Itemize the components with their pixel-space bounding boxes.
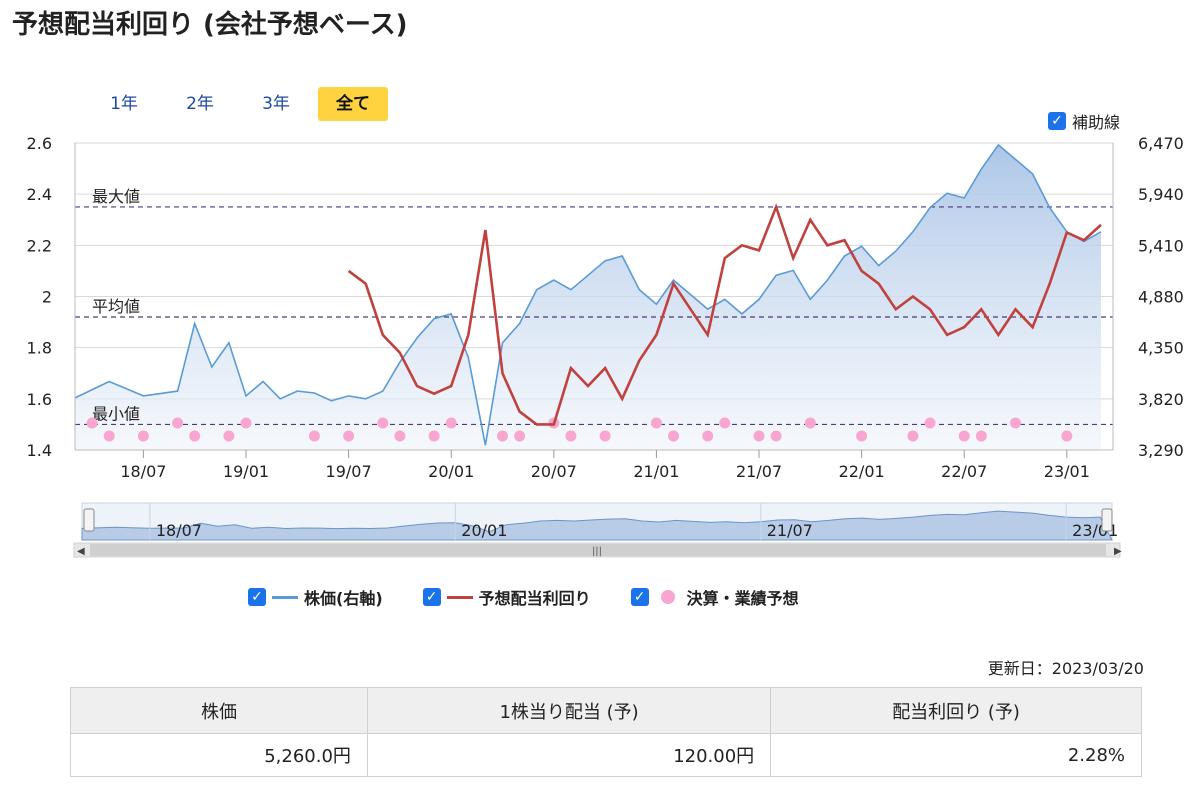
event-dot [189, 431, 200, 442]
event-dot [514, 431, 525, 442]
checkbox-icon[interactable]: ✓ [423, 588, 441, 606]
y-left-tick-label: 1.6 [27, 390, 52, 409]
legend-line-swatch [447, 596, 473, 599]
price-area [75, 145, 1101, 450]
reference-line-label: 平均値 [92, 297, 140, 316]
event-dot [651, 418, 662, 429]
y-right-tick-label: 4,880 [1138, 288, 1184, 307]
event-dot [172, 418, 183, 429]
legend-label: 決算・業績予想 [687, 585, 799, 609]
scroll-grip-icon: ||| [592, 546, 602, 557]
event-dot [754, 431, 765, 442]
checkbox-icon[interactable]: ✓ [248, 588, 266, 606]
y-right-tick-label: 4,350 [1138, 339, 1184, 358]
y-left-tick-label: 2.6 [27, 134, 52, 153]
reference-line-label: 最小値 [92, 404, 140, 423]
y-right-tick-label: 5,410 [1138, 236, 1184, 255]
legend-line-swatch [272, 596, 298, 599]
event-dot [702, 431, 713, 442]
y-right-tick-label: 5,940 [1138, 185, 1184, 204]
y-left-tick-label: 1.8 [27, 339, 52, 358]
navigator-tick-label: 21/07 [767, 521, 813, 540]
event-dot [565, 431, 576, 442]
event-dot [668, 431, 679, 442]
x-tick-label: 20/01 [428, 462, 474, 481]
event-dot [925, 418, 936, 429]
event-dot [377, 418, 388, 429]
x-tick-label: 19/01 [223, 462, 269, 481]
value-yield: 2.28% [771, 734, 1142, 777]
header-dividend: 1株当り配当 (予) [367, 688, 770, 734]
x-tick-label: 19/07 [326, 462, 372, 481]
event-dot [241, 418, 252, 429]
checkbox-icon[interactable]: ✓ [631, 588, 649, 606]
event-dot [87, 418, 98, 429]
table-row: 5,260.0円 120.00円 2.28% [71, 734, 1142, 777]
legend-item-events[interactable]: ✓ 決算・業績予想 [631, 585, 799, 609]
x-tick-label: 22/01 [839, 462, 885, 481]
chart-legend: ✓ 株価(右軸) ✓ 予想配当利回り ✓ 決算・業績予想 [248, 585, 799, 609]
event-dot [104, 431, 115, 442]
legend-item-yield[interactable]: ✓ 予想配当利回り [423, 585, 591, 609]
y-right-tick-label: 3,290 [1138, 441, 1184, 460]
legend-dot-swatch [661, 590, 675, 604]
x-tick-label: 22/07 [941, 462, 987, 481]
legend-label: 株価(右軸) [304, 585, 383, 609]
x-tick-label: 21/07 [736, 462, 782, 481]
event-dot [719, 418, 730, 429]
scroll-right-icon[interactable]: ▶ [1114, 546, 1122, 557]
event-dot [343, 431, 354, 442]
navigator-tick-label: 18/07 [156, 521, 202, 540]
x-tick-label: 23/01 [1044, 462, 1090, 481]
header-yield: 配当利回り (予) [771, 688, 1142, 734]
updated-date: 更新日：2023/03/20 [988, 655, 1144, 679]
x-tick-label: 20/07 [531, 462, 577, 481]
event-dot [1010, 418, 1021, 429]
x-tick-label: 21/01 [633, 462, 679, 481]
value-price: 5,260.0円 [71, 734, 368, 777]
y-left-tick-label: 2.2 [27, 236, 52, 255]
y-right-tick-label: 3,820 [1138, 390, 1184, 409]
y-left-tick-label: 2.4 [27, 185, 52, 204]
summary-table: 株価 1株当り配当 (予) 配当利回り (予) 5,260.0円 120.00円… [70, 687, 1142, 777]
table-header-row: 株価 1株当り配当 (予) 配当利回り (予) [71, 688, 1142, 734]
navigator-tick-label: 20/01 [461, 521, 507, 540]
event-dot [959, 431, 970, 442]
event-dot [309, 431, 320, 442]
event-dot [223, 431, 234, 442]
legend-label: 予想配当利回り [479, 585, 591, 609]
event-dot [446, 418, 457, 429]
header-price: 株価 [71, 688, 368, 734]
y-left-tick-label: 1.4 [27, 441, 52, 460]
event-dot [138, 431, 149, 442]
event-dot [497, 431, 508, 442]
event-dot [805, 418, 816, 429]
event-dot [771, 431, 782, 442]
event-dot [1061, 431, 1072, 442]
navigator-handle[interactable] [84, 509, 94, 531]
legend-item-price[interactable]: ✓ 株価(右軸) [248, 585, 383, 609]
navigator-handle[interactable] [1102, 509, 1112, 531]
event-dot [976, 431, 987, 442]
event-dot [856, 431, 867, 442]
y-left-tick-label: 2 [42, 288, 52, 307]
event-dot [907, 431, 918, 442]
scroll-left-icon[interactable]: ◀ [77, 546, 85, 557]
value-dividend: 120.00円 [367, 734, 770, 777]
event-dot [394, 431, 405, 442]
y-right-tick-label: 6,470 [1138, 134, 1184, 153]
reference-line-label: 最大値 [92, 187, 140, 206]
event-dot [600, 431, 611, 442]
x-tick-label: 18/07 [120, 462, 166, 481]
event-dot [429, 431, 440, 442]
